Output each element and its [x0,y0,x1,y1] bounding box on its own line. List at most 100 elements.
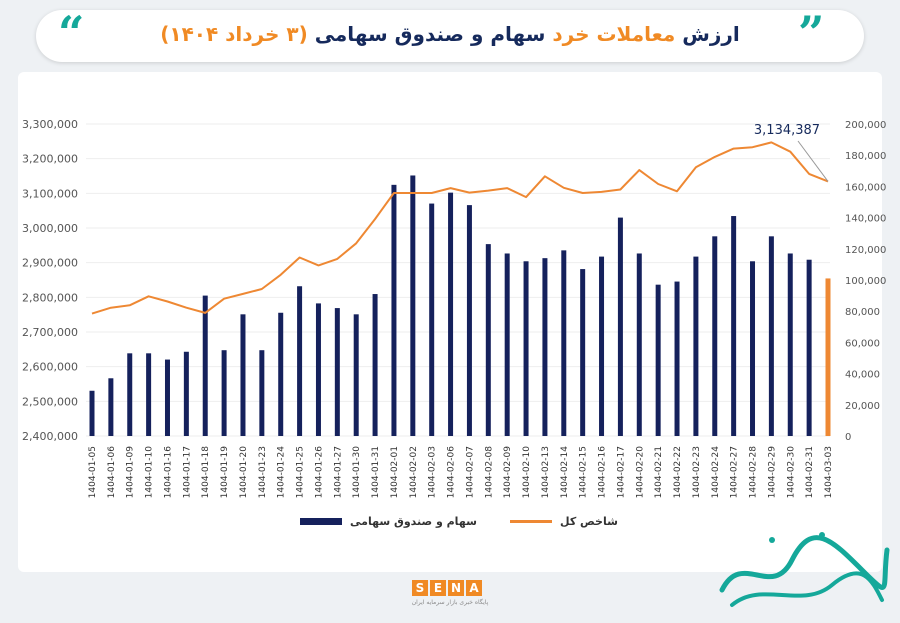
left-axis-tick-label: 2,700,000 [22,326,78,339]
bar [146,353,152,436]
right-axis-tick-label: 180,000 [845,151,886,162]
x-axis-tick-label: 1404-01-16 [163,446,173,499]
x-axis-tick-label: 1404-02-16 [598,446,608,499]
right-axis-tick-label: 120,000 [845,245,886,256]
bar [485,244,491,436]
legend-line-swatch [510,520,552,523]
bar [278,312,284,436]
right-axis-tick-label: 100,000 [845,276,886,287]
bar [315,303,321,436]
x-axis-tick-label: 1404-01-17 [182,446,192,498]
x-axis-tick-label: 1404-02-29 [767,446,777,499]
legend-line-label: شاخص کل [560,515,618,528]
bar [655,284,661,436]
bar [825,278,831,436]
bar [599,256,605,436]
x-axis-tick-label: 1404-01-24 [277,446,287,499]
bar [523,261,529,436]
x-axis-tick-label: 1404-01-31 [371,446,381,498]
x-axis-tick-label: 1404-02-02 [409,446,419,498]
left-axis-tick-label: 3,200,000 [22,153,78,166]
left-axis-tick-label: 2,500,000 [22,395,78,408]
bar [750,261,756,436]
watermark-logo-icon [719,532,890,607]
legend-bar: سهام و صندوق سهامی [300,515,477,528]
logo-letter: S [412,580,428,596]
left-axis-tick-label: 3,000,000 [22,222,78,235]
left-axis-tick-label: 2,400,000 [22,430,78,443]
x-axis-tick-label: 1404-02-27 [730,446,740,498]
x-axis-tick-label: 1404-03-03 [824,446,834,498]
logo-subtitle: پایگاه خبری بازار سرمایه ایران [411,599,489,606]
x-axis-tick-label: 1404-01-09 [126,446,136,499]
left-axis-tick-label: 2,900,000 [22,257,78,270]
x-axis-tick-label: 1404-02-13 [541,446,551,498]
x-axis-tick-label: 1404-01-25 [296,446,306,498]
x-axis-tick-label: 1404-02-30 [786,446,796,499]
x-axis-tick-label: 1404-02-22 [673,446,683,498]
title-part-1: ارزش [682,22,740,46]
legend-bar-swatch [300,518,342,525]
bar [259,350,265,436]
bar [372,294,378,436]
left-axis-tick-label: 3,100,000 [22,187,78,200]
right-axis-tick-label: 60,000 [845,338,880,349]
x-axis-tick-label: 1404-01-23 [258,446,268,498]
left-axis-tick-label: 2,800,000 [22,291,78,304]
bar [240,314,246,436]
title-part-4: (۳ خرداد ۱۴۰۴) [160,22,308,46]
right-axis-tick-label: 0 [845,432,851,443]
x-axis-tick-label: 1404-01-26 [314,446,324,499]
bar [617,217,623,436]
bar [353,314,359,436]
title-part-3: سهام و صندوق سهامی [314,22,546,46]
x-axis-tick-label: 1404-02-24 [711,446,721,499]
bar [89,390,95,436]
bar [202,295,208,436]
x-axis-tick-label: 1404-02-08 [484,446,494,499]
right-axis-tick-label: 40,000 [845,370,880,381]
left-axis-tick-label: 3,300,000 [22,118,78,131]
x-axis-tick-label: 1404-02-20 [635,446,645,499]
bar [693,256,699,436]
bar [429,203,435,436]
logo-letter: N [448,580,464,596]
x-axis-tick-label: 1404-02-14 [560,446,570,499]
legend-bar-label: سهام و صندوق سهامی [350,515,477,528]
x-axis-tick-label: 1404-01-19 [220,446,230,499]
x-axis-tick-label: 1404-01-27 [333,446,343,498]
bar [674,281,680,436]
bar [127,353,133,436]
bar [787,253,793,436]
x-axis-tick-label: 1404-02-17 [616,446,626,498]
x-axis-tick-label: 1404-02-07 [465,446,475,498]
bar [712,236,718,436]
right-axis-tick-label: 200,000 [845,120,886,131]
bar [466,205,472,436]
annotation-leader [797,140,829,182]
left-axis-tick-label: 2,600,000 [22,361,78,374]
right-axis-tick-label: 80,000 [845,307,880,318]
bar [391,184,397,436]
bar [768,236,774,436]
bar [448,192,454,436]
x-axis-tick-label: 1404-01-20 [239,446,249,499]
x-axis-tick-label: 1404-02-09 [503,446,513,499]
bar [636,253,642,436]
x-axis-tick-label: 1404-01-06 [107,446,117,499]
bar [410,175,416,437]
bar [504,253,510,436]
x-axis-tick-label: 1404-01-30 [352,446,362,499]
title-part-2: معاملات خرد [552,22,676,46]
x-axis-tick-label: 1404-02-03 [428,446,438,498]
x-axis-tick-label: 1404-02-31 [805,446,815,498]
bar [561,250,567,436]
title-bar [36,10,864,62]
right-axis-tick-label: 160,000 [845,182,886,193]
bar [731,216,737,436]
x-axis-tick-label: 1404-02-23 [692,446,702,498]
bar [164,359,170,436]
bar [183,351,189,436]
right-axis-tick-label: 20,000 [845,401,880,412]
